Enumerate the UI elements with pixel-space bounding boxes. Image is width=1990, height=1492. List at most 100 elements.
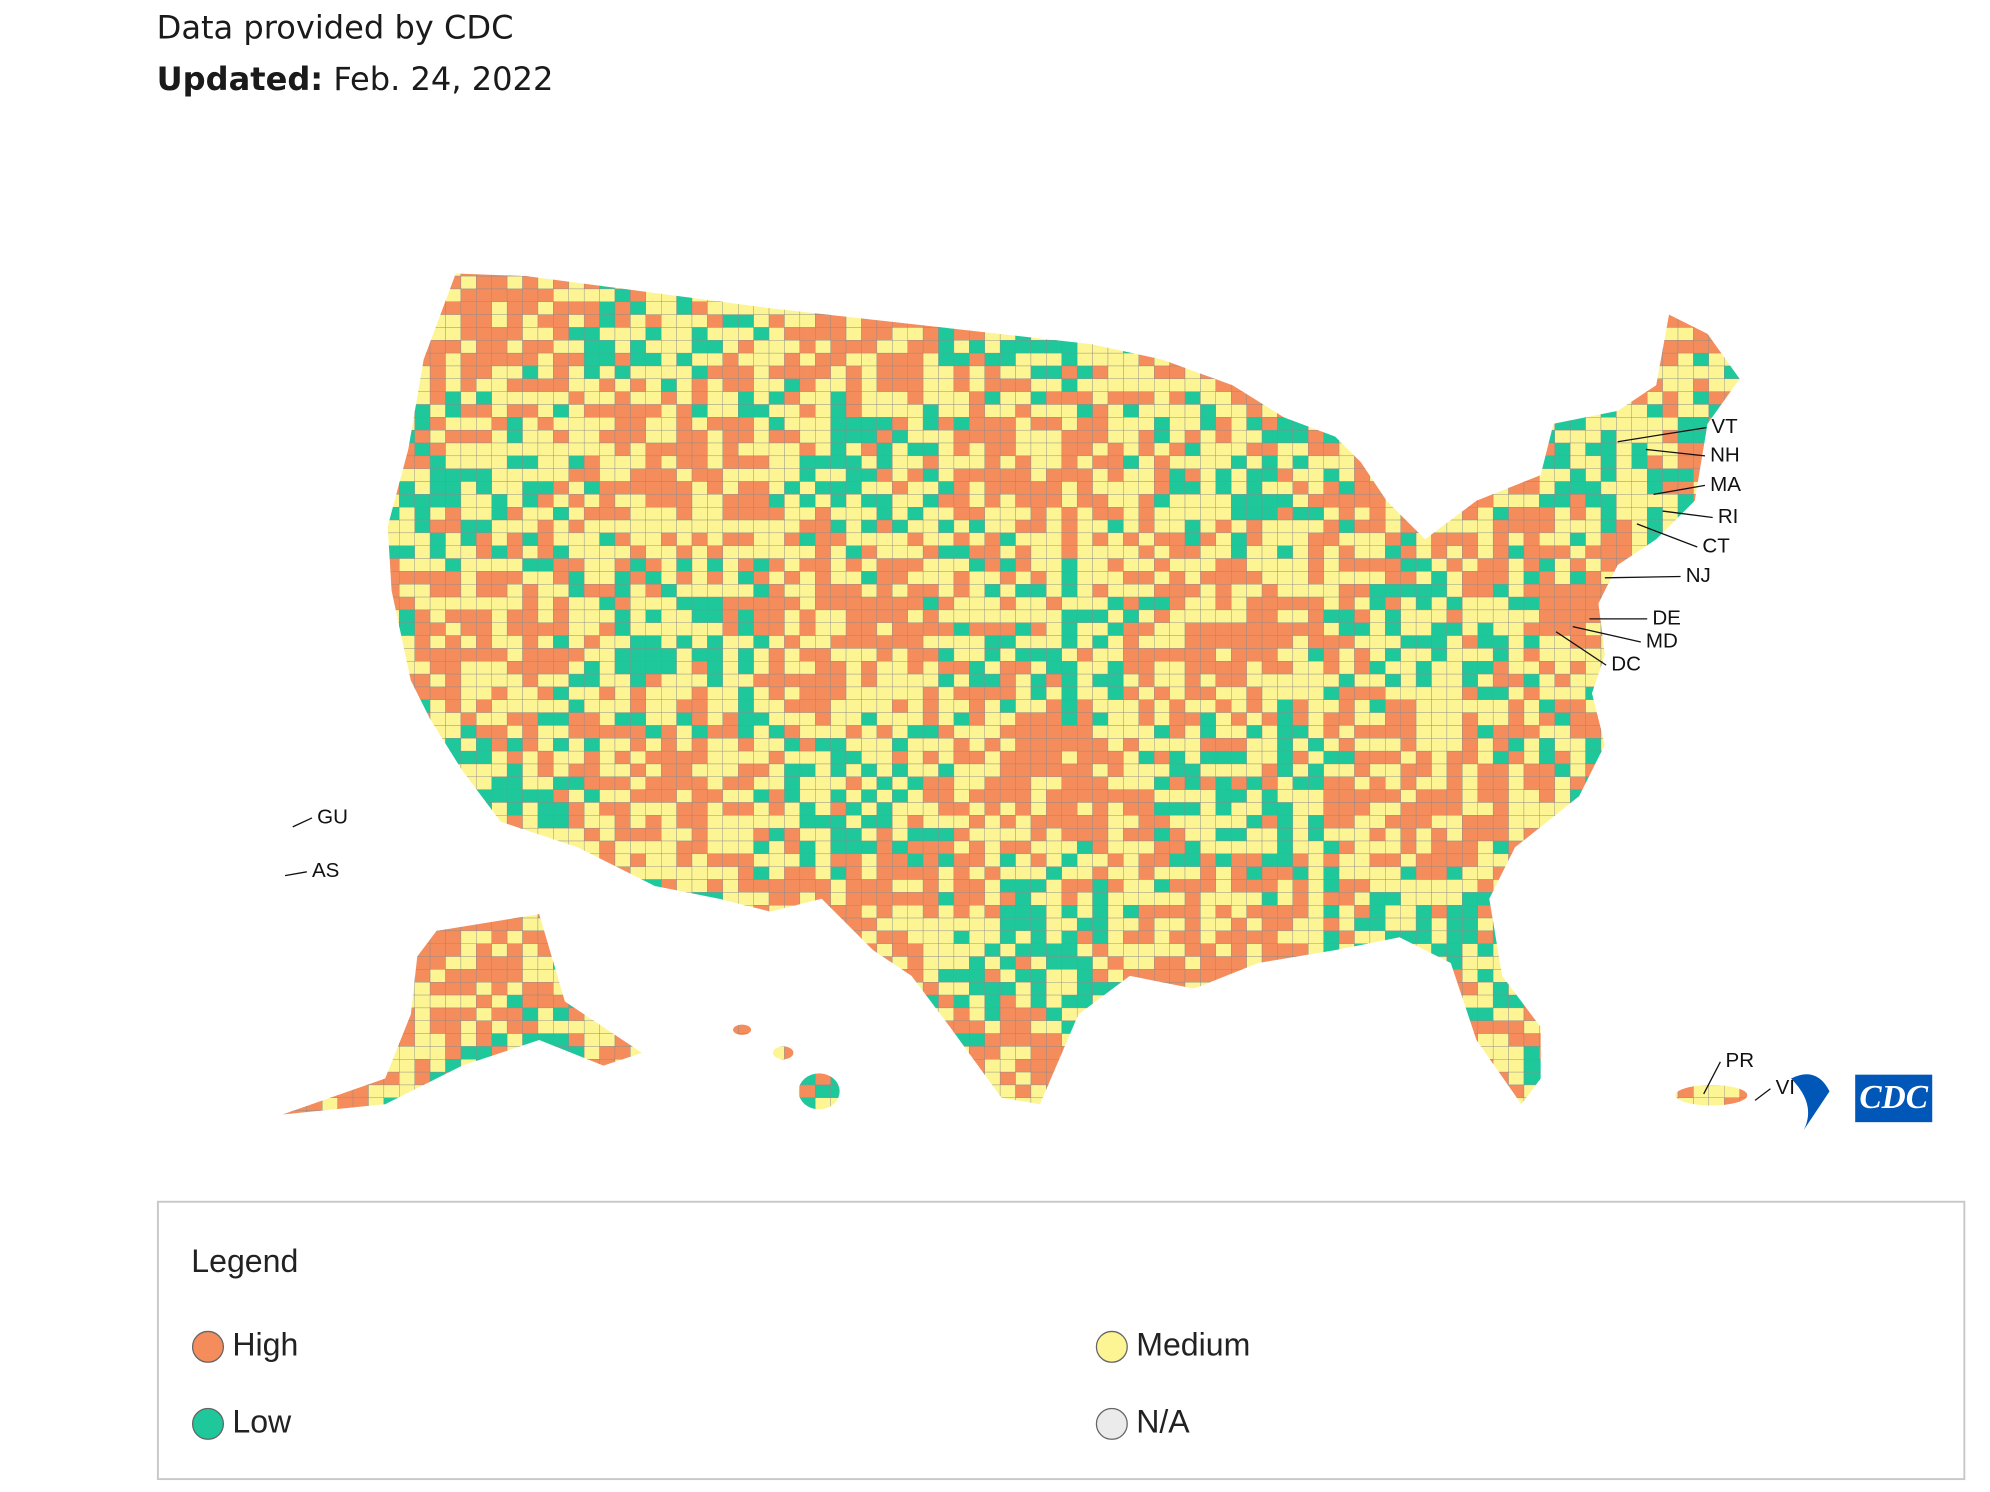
county <box>506 750 523 765</box>
county <box>1277 596 1294 611</box>
county <box>1677 404 1694 418</box>
county <box>553 699 569 713</box>
county <box>907 455 924 469</box>
county <box>1184 571 1201 585</box>
county <box>938 519 955 534</box>
county <box>984 840 1001 855</box>
county <box>784 750 801 765</box>
county-map <box>282 273 1748 1115</box>
county <box>1431 802 1448 816</box>
county <box>476 571 492 585</box>
county <box>892 905 908 919</box>
county <box>676 314 693 328</box>
county <box>1200 725 1217 739</box>
county <box>1338 866 1355 880</box>
county <box>583 776 600 790</box>
county <box>1369 763 1386 778</box>
county <box>1523 352 1540 367</box>
county <box>337 763 354 778</box>
county <box>1477 494 1494 508</box>
county <box>583 507 600 521</box>
county <box>1662 725 1679 739</box>
county <box>476 622 492 636</box>
county <box>506 404 523 418</box>
county <box>1261 571 1278 585</box>
county <box>1492 725 1509 739</box>
county <box>1231 750 1247 765</box>
county <box>630 789 646 803</box>
county <box>922 494 939 508</box>
county <box>460 673 477 688</box>
county <box>553 417 569 431</box>
county <box>1724 340 1740 354</box>
county <box>1308 571 1324 585</box>
county <box>553 455 569 469</box>
county <box>1415 673 1432 688</box>
county <box>799 519 816 534</box>
county <box>1739 635 1748 649</box>
county <box>583 314 600 328</box>
county <box>614 725 631 739</box>
county <box>1092 892 1109 906</box>
county <box>1677 494 1694 508</box>
county <box>506 468 523 482</box>
county <box>922 352 939 367</box>
county <box>1569 673 1586 688</box>
county <box>830 840 847 855</box>
county <box>984 802 1001 816</box>
county <box>1616 455 1632 469</box>
county <box>753 468 770 482</box>
county <box>1554 275 1571 290</box>
county <box>476 609 492 623</box>
county <box>1061 673 1078 688</box>
county <box>1508 789 1525 803</box>
county <box>1107 866 1124 880</box>
county <box>599 879 616 893</box>
county <box>907 596 924 611</box>
county <box>630 725 646 739</box>
county <box>1585 648 1602 662</box>
county <box>383 917 400 932</box>
county <box>491 519 508 534</box>
county <box>1462 417 1478 431</box>
county <box>1616 609 1632 623</box>
county <box>1431 648 1448 662</box>
county <box>1107 545 1124 559</box>
county <box>445 571 462 585</box>
county <box>1554 596 1571 611</box>
county <box>722 815 739 829</box>
county <box>1708 314 1725 328</box>
county <box>1477 378 1494 392</box>
county <box>999 391 1016 405</box>
county <box>1492 455 1509 469</box>
county <box>322 519 338 534</box>
county <box>1046 802 1062 816</box>
county <box>1215 314 1232 328</box>
county <box>1277 609 1294 623</box>
county <box>414 840 431 855</box>
county <box>352 378 369 392</box>
county <box>1277 519 1294 534</box>
county <box>506 776 523 790</box>
county <box>1277 417 1294 431</box>
county <box>1739 378 1748 392</box>
county <box>1277 301 1294 315</box>
county <box>506 661 523 675</box>
county <box>1292 327 1309 341</box>
county <box>1616 815 1632 829</box>
county <box>460 340 477 354</box>
county <box>583 571 600 585</box>
county <box>383 648 400 662</box>
county <box>1492 481 1509 495</box>
county <box>815 558 831 572</box>
county <box>460 866 477 880</box>
county <box>1508 840 1525 855</box>
county <box>1508 879 1525 893</box>
county <box>1616 776 1632 790</box>
county <box>969 494 985 508</box>
county <box>414 609 431 623</box>
county <box>845 750 862 765</box>
county <box>1600 429 1617 444</box>
county <box>1046 879 1062 893</box>
county <box>1138 378 1155 392</box>
